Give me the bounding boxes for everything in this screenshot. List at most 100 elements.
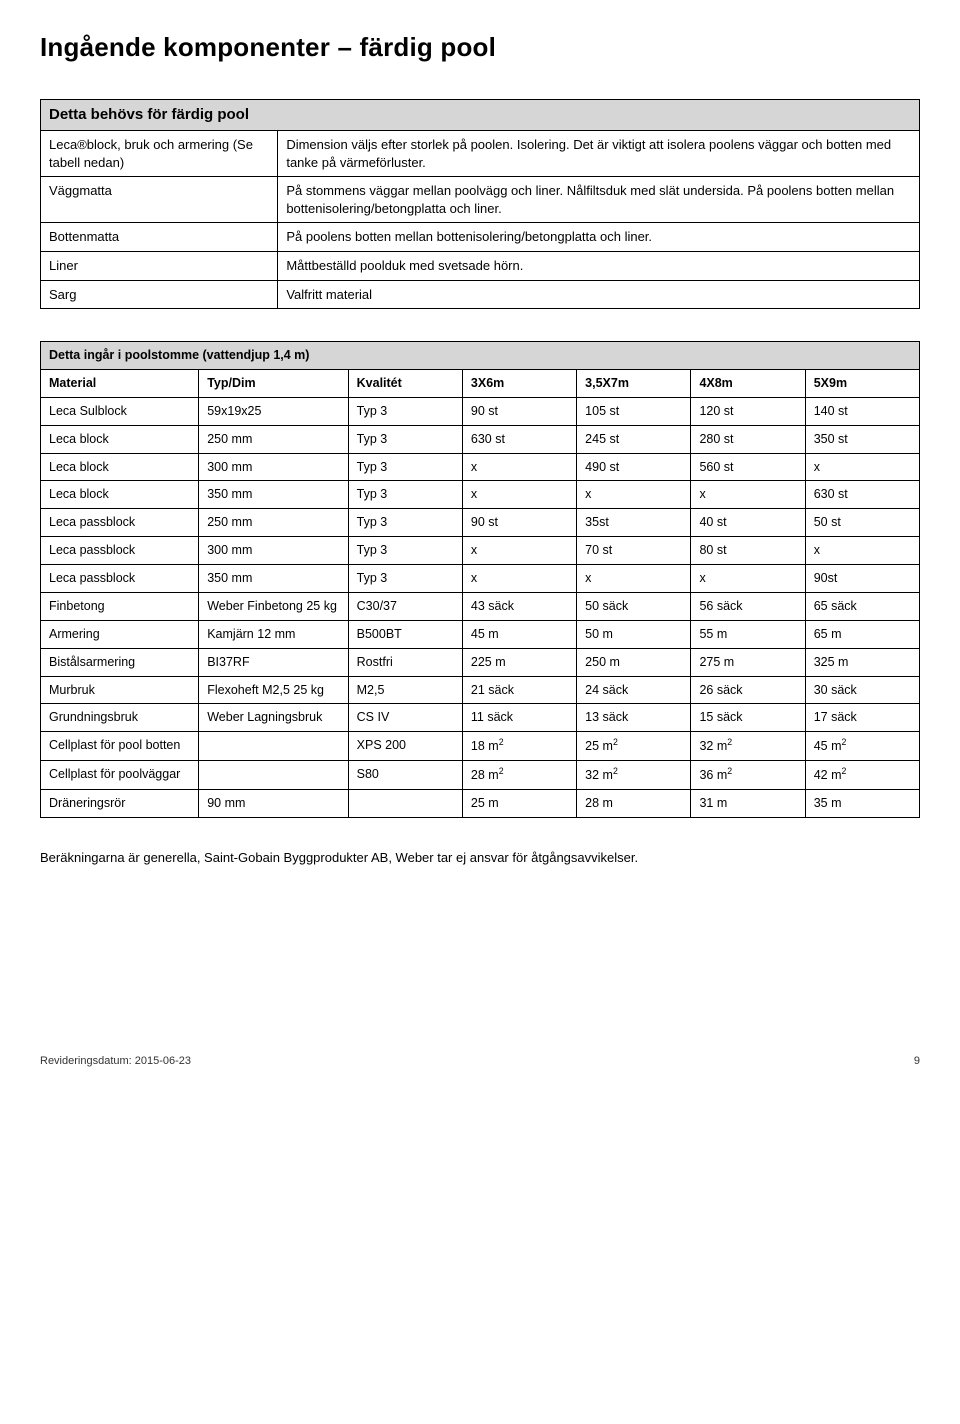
table-cell: x bbox=[805, 537, 919, 565]
column-header: 3,5X7m bbox=[577, 369, 691, 397]
table-row: GrundningsbrukWeber LagningsbrukCS IV11 … bbox=[41, 704, 920, 732]
table-cell: 35 m bbox=[805, 790, 919, 818]
table-cell: x bbox=[577, 565, 691, 593]
table-cell: 31 m bbox=[691, 790, 805, 818]
table-cell: 45 m bbox=[462, 620, 576, 648]
table-cell: S80 bbox=[348, 761, 462, 790]
table-cell: x bbox=[462, 537, 576, 565]
table-cell: 90st bbox=[805, 565, 919, 593]
table-cell: 17 säck bbox=[805, 704, 919, 732]
table-cell: Murbruk bbox=[41, 676, 199, 704]
req-desc: Dimension väljs efter storlek på poolen.… bbox=[278, 131, 920, 177]
table-cell: 140 st bbox=[805, 397, 919, 425]
table-cell: 13 säck bbox=[577, 704, 691, 732]
column-header: 4X8m bbox=[691, 369, 805, 397]
table-cell: Cellplast för poolväggar bbox=[41, 761, 199, 790]
table-cell: x bbox=[691, 481, 805, 509]
table-cell: 25 m bbox=[462, 790, 576, 818]
table-cell: Leca passblock bbox=[41, 537, 199, 565]
table-cell: Typ 3 bbox=[348, 397, 462, 425]
table-cell: 630 st bbox=[805, 481, 919, 509]
materials-table: Detta ingår i poolstomme (vattendjup 1,4… bbox=[40, 341, 920, 818]
column-header: 5X9m bbox=[805, 369, 919, 397]
table-row: VäggmattaPå stommens väggar mellan poolv… bbox=[41, 177, 920, 223]
table-cell: 28 m2 bbox=[462, 761, 576, 790]
table-cell: 32 m2 bbox=[691, 732, 805, 761]
table-cell bbox=[199, 761, 348, 790]
table-cell: 18 m2 bbox=[462, 732, 576, 761]
table-cell: 70 st bbox=[577, 537, 691, 565]
table-cell: 30 säck bbox=[805, 676, 919, 704]
disclaimer-note: Beräkningarna är generella, Saint-Gobain… bbox=[40, 850, 920, 865]
table-cell: 350 mm bbox=[199, 565, 348, 593]
table-cell: Cellplast för pool botten bbox=[41, 732, 199, 761]
table-row: ArmeringKamjärn 12 mmB500BT45 m50 m55 m6… bbox=[41, 620, 920, 648]
table-cell: 300 mm bbox=[199, 453, 348, 481]
column-header: Material bbox=[41, 369, 199, 397]
table-row: FinbetongWeber Finbetong 25 kgC30/3743 s… bbox=[41, 592, 920, 620]
table2-header: Detta ingår i poolstomme (vattendjup 1,4… bbox=[41, 342, 920, 370]
table-cell: 280 st bbox=[691, 425, 805, 453]
table-row: Leca passblock350 mmTyp 3xxx90st bbox=[41, 565, 920, 593]
table-cell: 40 st bbox=[691, 509, 805, 537]
table-row: Leca®block, bruk och armering (Se tabell… bbox=[41, 131, 920, 177]
table-row: Leca block250 mmTyp 3630 st245 st280 st3… bbox=[41, 425, 920, 453]
table-row: LinerMåttbeställd poolduk med svetsade h… bbox=[41, 251, 920, 280]
table-row: Cellplast för pool bottenXPS 20018 m225 … bbox=[41, 732, 920, 761]
table-cell: x bbox=[691, 565, 805, 593]
table-cell: 245 st bbox=[577, 425, 691, 453]
table-cell: 65 m bbox=[805, 620, 919, 648]
table-cell: 35st bbox=[577, 509, 691, 537]
req-desc: Måttbeställd poolduk med svetsade hörn. bbox=[278, 251, 920, 280]
table-cell: M2,5 bbox=[348, 676, 462, 704]
table-cell: Flexoheft M2,5 25 kg bbox=[199, 676, 348, 704]
table-cell bbox=[199, 732, 348, 761]
table-cell: x bbox=[462, 481, 576, 509]
table-cell: 50 m bbox=[577, 620, 691, 648]
req-desc: Valfritt material bbox=[278, 280, 920, 309]
page-number: 9 bbox=[914, 1055, 920, 1067]
table-cell: Leca Sulblock bbox=[41, 397, 199, 425]
table-cell: 90 st bbox=[462, 397, 576, 425]
req-label: Liner bbox=[41, 251, 278, 280]
table-cell: 490 st bbox=[577, 453, 691, 481]
table-cell: 26 säck bbox=[691, 676, 805, 704]
table-cell: 300 mm bbox=[199, 537, 348, 565]
table-cell: 90 mm bbox=[199, 790, 348, 818]
table-cell: Typ 3 bbox=[348, 425, 462, 453]
table-cell: 45 m2 bbox=[805, 732, 919, 761]
req-desc: På poolens botten mellan bottenisolering… bbox=[278, 223, 920, 252]
table-cell bbox=[348, 790, 462, 818]
table-cell: Typ 3 bbox=[348, 509, 462, 537]
table-cell: 630 st bbox=[462, 425, 576, 453]
req-label: Leca®block, bruk och armering (Se tabell… bbox=[41, 131, 278, 177]
table-row: Leca Sulblock59x19x25Typ 390 st105 st120… bbox=[41, 397, 920, 425]
table-cell: 250 m bbox=[577, 648, 691, 676]
table-cell: x bbox=[805, 453, 919, 481]
table-row: SargValfritt material bbox=[41, 280, 920, 309]
table-cell: 25 m2 bbox=[577, 732, 691, 761]
table-cell: B500BT bbox=[348, 620, 462, 648]
table-cell: 80 st bbox=[691, 537, 805, 565]
table-row: Leca passblock300 mmTyp 3x70 st80 stx bbox=[41, 537, 920, 565]
table-cell: BI37RF bbox=[199, 648, 348, 676]
table-row: Leca block300 mmTyp 3x490 st560 stx bbox=[41, 453, 920, 481]
table-row: Cellplast för poolväggarS8028 m232 m236 … bbox=[41, 761, 920, 790]
table-row: BistålsarmeringBI37RFRostfri225 m250 m27… bbox=[41, 648, 920, 676]
table-cell: 120 st bbox=[691, 397, 805, 425]
page-title: Ingående komponenter – färdig pool bbox=[40, 32, 920, 63]
table-cell: Finbetong bbox=[41, 592, 199, 620]
table-cell: 50 säck bbox=[577, 592, 691, 620]
table-cell: x bbox=[462, 453, 576, 481]
table-cell: C30/37 bbox=[348, 592, 462, 620]
table-cell: 350 st bbox=[805, 425, 919, 453]
table-cell: Grundningsbruk bbox=[41, 704, 199, 732]
table-cell: 55 m bbox=[691, 620, 805, 648]
table-cell: 59x19x25 bbox=[199, 397, 348, 425]
req-label: Sarg bbox=[41, 280, 278, 309]
table-cell: 275 m bbox=[691, 648, 805, 676]
table-cell: 43 säck bbox=[462, 592, 576, 620]
table-cell: Typ 3 bbox=[348, 537, 462, 565]
column-header: 3X6m bbox=[462, 369, 576, 397]
table-cell: CS IV bbox=[348, 704, 462, 732]
